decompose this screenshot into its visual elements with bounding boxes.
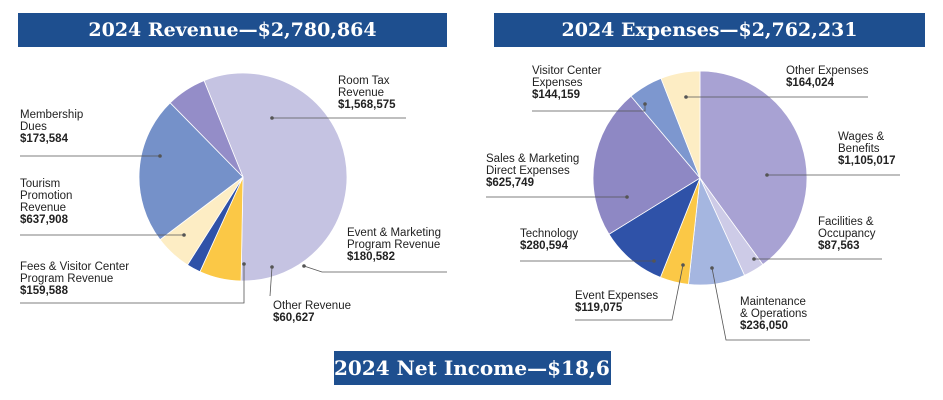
revenue-label-4: Fees & Visitor Center Program Revenue	[20, 261, 129, 285]
revenue-label-6: Membership Dues	[20, 109, 83, 133]
revenue-label-5-line-3: Revenue	[20, 202, 66, 214]
expenses-leader-dot-5	[652, 259, 656, 263]
revenue-label-6-line-2: Dues	[20, 121, 47, 133]
expenses-value-5: $280,594	[520, 240, 569, 252]
expenses-slice-6	[592, 95, 701, 235]
revenue-value-6: $173,584	[20, 133, 69, 145]
expenses-label-4-line-1: Event Expenses	[575, 290, 658, 302]
revenue-leader-line-3	[269, 266, 273, 297]
revenue-leader-dot-6	[158, 154, 162, 158]
revenue-label-4-line-2: Program Revenue	[20, 273, 113, 285]
expenses-leader-dot-4	[681, 263, 685, 267]
revenue-label-2: Event & Marketing Program Revenue	[347, 227, 441, 251]
expenses-label-8: Other Expenses	[786, 65, 869, 77]
expenses-slice-8	[660, 70, 701, 179]
revenue-value-5: $637,908	[20, 214, 69, 226]
expenses-label-7-line-2: Expenses	[532, 77, 583, 89]
revenue-label-2-line-2: Program Revenue	[347, 239, 440, 251]
expenses-label-8-line-1: Other Expenses	[786, 65, 869, 77]
revenue-label-1-line-2: Revenue	[338, 87, 384, 99]
revenue-leader-dot-1	[270, 116, 274, 120]
revenue-label-4-line-1: Fees & Visitor Center	[20, 261, 129, 273]
expenses-label-4: Event Expenses	[575, 290, 658, 302]
revenue-leader-dot-5	[182, 233, 186, 237]
expenses-label-2-line-2: Occupancy	[818, 228, 876, 240]
expenses-label-1-line-1: Wages &	[838, 131, 885, 143]
revenue-label-3-line-1: Other Revenue	[273, 300, 351, 312]
expenses-value-2: $87,563	[818, 240, 860, 252]
expenses-label-1-line-2: Benefits	[838, 143, 880, 155]
expenses-label-2-line-1: Facilities &	[818, 216, 874, 228]
expenses-label-6: Sales & Marketing Direct Expenses	[486, 153, 579, 177]
expenses-value-3: $236,050	[740, 320, 788, 332]
revenue-label-3: Other Revenue	[273, 300, 351, 312]
expenses-label-6-line-1: Sales & Marketing	[486, 153, 579, 165]
revenue-slice-6	[169, 80, 244, 178]
expenses-leader-dot-3	[710, 266, 714, 270]
revenue-label-5-line-1: Tourism	[20, 178, 60, 190]
expenses-leader-dot-6	[625, 195, 629, 199]
expenses-label-7-line-1: Visitor Center	[532, 65, 602, 77]
revenue-value-4: $159,588	[20, 285, 69, 297]
revenue-leader-dot-2	[302, 264, 306, 268]
expenses-label-3-line-1: Maintenance	[740, 296, 806, 308]
expenses-value-7: $144,159	[532, 89, 580, 101]
expenses-slice-1	[699, 70, 808, 266]
revenue-label-1: Room Tax Revenue	[338, 75, 390, 99]
revenue-leader-line-4	[20, 264, 245, 304]
revenue-label-5: Tourism Promotion Revenue	[20, 178, 72, 214]
expenses-label-1: Wages & Benefits	[838, 131, 885, 155]
revenue-slice-1	[203, 72, 348, 282]
expenses-label-6-line-2: Direct Expenses	[486, 165, 570, 177]
revenue-leader-line-2	[303, 265, 447, 273]
expenses-label-3-line-2: & Operations	[740, 308, 807, 320]
expenses-leader-dot-8	[684, 95, 688, 99]
revenue-label-5-line-2: Promotion	[20, 190, 72, 202]
expenses-label-5: Technology	[520, 228, 578, 240]
expenses-label-5-line-1: Technology	[520, 228, 578, 240]
revenue-slice-5	[138, 102, 244, 241]
expenses-label-3: Maintenance & Operations	[740, 296, 807, 320]
revenue-title: 2024 Revenue—$2,780,864	[18, 13, 447, 47]
revenue-label-6-line-1: Membership	[20, 109, 83, 121]
revenue-label-1-line-1: Room Tax	[338, 75, 390, 87]
expenses-leader-line-3	[711, 267, 810, 341]
expenses-leader-dot-1	[765, 173, 769, 177]
expenses-value-1: $1,105,017	[838, 155, 896, 167]
expenses-title: 2024 Expenses—$2,762,231	[494, 13, 925, 47]
revenue-value-1: $1,568,575	[338, 99, 396, 111]
expenses-label-2: Facilities & Occupancy	[818, 216, 876, 240]
revenue-value-3: $60,627	[273, 312, 315, 324]
expenses-value-8: $164,024	[786, 77, 835, 89]
net-income-title: 2024 Net Income—$18,633	[334, 351, 638, 385]
expenses-leader-dot-7	[643, 102, 647, 106]
expenses-value-4: $119,075	[575, 302, 623, 314]
expenses-leader-line-7	[532, 104, 646, 112]
expenses-value-6: $625,749	[486, 177, 534, 189]
revenue-label-2-line-1: Event & Marketing	[347, 227, 441, 239]
revenue-leader-dot-3	[270, 265, 274, 269]
expenses-leader-line-4	[575, 264, 684, 321]
revenue-value-2: $180,582	[347, 251, 395, 263]
expenses-leader-dot-2	[752, 257, 756, 261]
expenses-label-7: Visitor Center Expenses	[532, 65, 602, 89]
revenue-leader-dot-4	[242, 262, 246, 266]
